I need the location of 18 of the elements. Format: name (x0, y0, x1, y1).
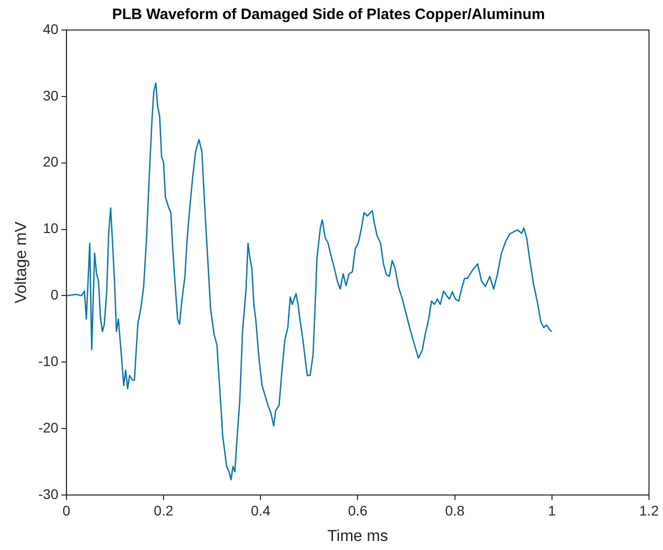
y-tick-label: 30 (42, 87, 59, 104)
x-tick-label: 1 (548, 502, 556, 518)
x-tick-label: 0 (62, 502, 71, 518)
chart-title: PLB Waveform of Damaged Side of Plates Copper/Aluminum (112, 6, 545, 24)
x-tick-label: 0.4 (250, 502, 271, 518)
y-tick-label: -30 (38, 486, 59, 502)
y-axis-title: Voltage mV (13, 221, 30, 304)
y-tick-label: -20 (38, 419, 59, 436)
x-tick-label: 0.6 (348, 502, 368, 518)
y-tick-label: 40 (42, 20, 59, 37)
x-tick-label: 0.8 (445, 502, 465, 518)
x-axis-title: Time ms (327, 528, 388, 545)
x-tick-label: 0.2 (154, 502, 174, 518)
y-tick-label: -10 (38, 353, 59, 369)
y-tick-label: 20 (42, 154, 59, 170)
y-tick-label: 10 (42, 220, 59, 236)
x-tick-label: 1.2 (639, 502, 659, 518)
y-tick-label: 0 (50, 286, 59, 303)
